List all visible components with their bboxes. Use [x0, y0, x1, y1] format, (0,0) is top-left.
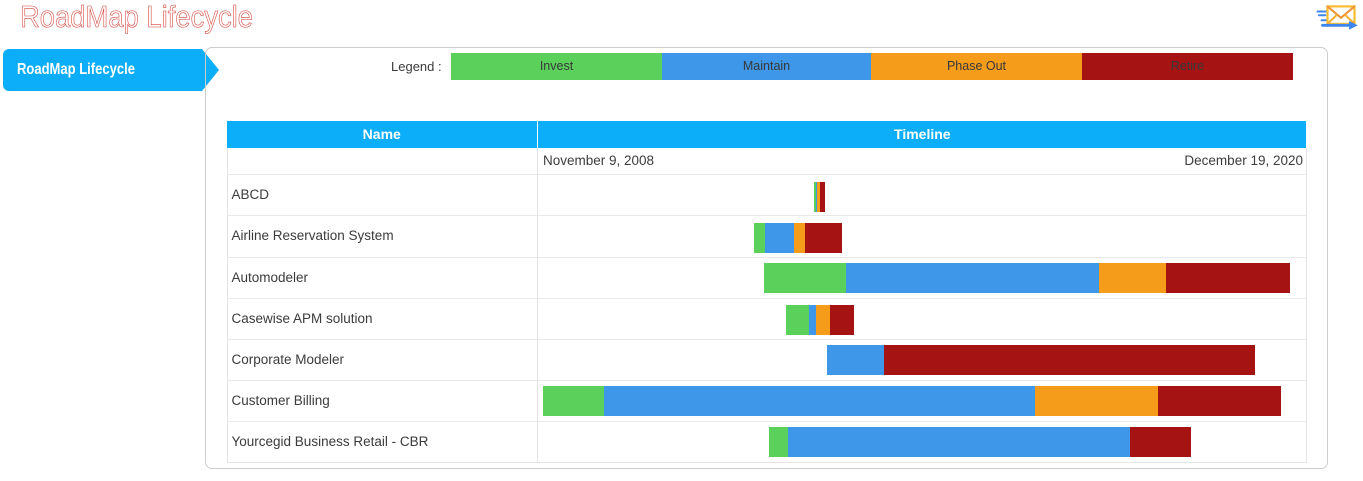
svg-text:RoadMap Lifecycle: RoadMap Lifecycle: [20, 0, 253, 34]
